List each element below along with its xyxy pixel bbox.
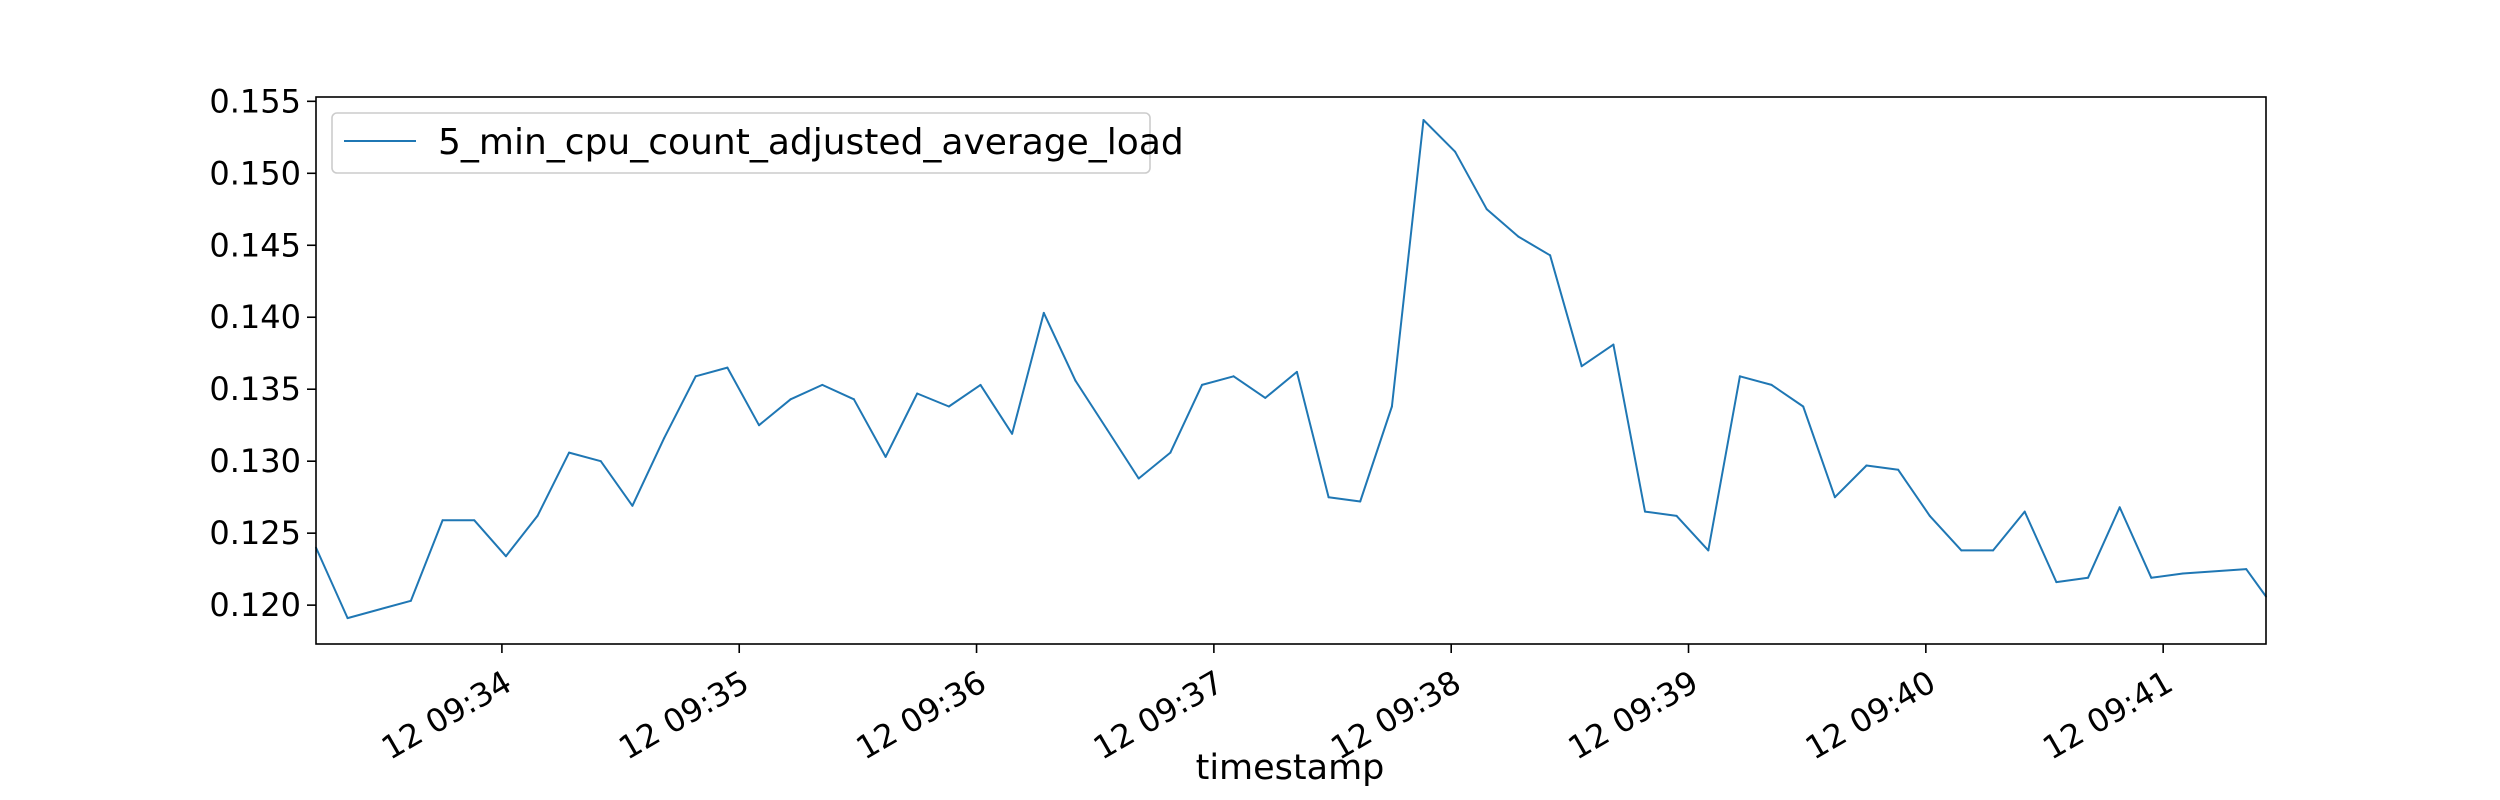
data-point (1612, 343, 1615, 346)
y-axis: 0.120 0.125 0.130 0.135 0.140 0.145 0.150 0.155 (209, 82, 316, 624)
data-point (1232, 375, 1235, 378)
data-point (1485, 208, 1488, 211)
y-tick-label: 0.145 (209, 226, 301, 264)
data-point (1359, 500, 1362, 503)
data-point (568, 451, 571, 454)
data-point (1960, 549, 1963, 552)
data-point (821, 383, 824, 386)
data-point (1517, 235, 1520, 238)
data-point (1580, 365, 1583, 368)
data-point (1928, 514, 1931, 517)
x-tick-label: 12 09:39 (1562, 663, 1705, 767)
legend-box (331, 112, 1151, 174)
x-tick-label: 12 09:36 (850, 663, 993, 767)
y-tick-label: 0.130 (209, 442, 301, 480)
data-point (884, 455, 887, 458)
data-point (2087, 576, 2089, 579)
data-point (473, 519, 476, 522)
data-point (536, 514, 539, 517)
data-point (2245, 568, 2248, 571)
data-point (1042, 311, 1045, 314)
data-point (1390, 405, 1393, 408)
data-point (1644, 510, 1646, 513)
y-tick-label: 0.150 (209, 154, 301, 192)
series-points (315, 119, 2267, 620)
y-tick-label: 0.140 (209, 298, 301, 336)
data-point (1295, 370, 1298, 373)
data-point (916, 392, 919, 395)
data-point (1675, 514, 1678, 517)
y-tick-label: 0.120 (209, 586, 301, 624)
data-point (2055, 581, 2058, 584)
x-tick-label: 12 09:40 (1799, 663, 1942, 767)
data-point (1897, 468, 1900, 471)
data-point (1169, 451, 1172, 454)
data-point (1865, 464, 1868, 467)
data-point (694, 375, 697, 378)
y-tick-label: 0.125 (209, 514, 301, 552)
data-point (979, 383, 982, 386)
legend-entry-label: 5_min_cpu_count_adjusted_average_load (438, 122, 1184, 163)
data-point (1802, 405, 1805, 408)
plot-area (316, 97, 2266, 644)
data-point (1738, 375, 1741, 378)
data-point (1707, 549, 1710, 552)
data-point (1327, 496, 1330, 499)
data-point (1264, 396, 1267, 399)
data-point (2118, 506, 2121, 509)
data-point (346, 617, 349, 620)
data-point (441, 519, 444, 522)
y-tick-label: 0.135 (209, 370, 301, 408)
data-point (1549, 254, 1552, 257)
data-point (1992, 549, 1995, 552)
data-point (663, 437, 666, 440)
data-point (409, 599, 412, 602)
data-point (1833, 496, 1836, 499)
legend: 5_min_cpu_count_adjusted_average_load (331, 112, 1184, 174)
data-point (504, 555, 507, 558)
data-point (1201, 383, 1203, 386)
data-point (1074, 379, 1077, 382)
data-point (1770, 383, 1773, 386)
data-point (2150, 576, 2153, 579)
data-point (789, 398, 792, 401)
y-tick-label: 0.155 (209, 82, 301, 120)
x-tick-label: 12 09:35 (612, 663, 755, 767)
data-point (1454, 150, 1457, 153)
data-point (1137, 477, 1140, 480)
plot-frame (315, 96, 2267, 645)
x-tick-label: 12 09:41 (2036, 663, 2179, 767)
data-point (2181, 572, 2184, 575)
data-point (947, 405, 950, 408)
data-point (726, 366, 729, 369)
data-point (852, 398, 855, 401)
x-tick-label: 12 09:34 (375, 663, 518, 767)
x-axis-label: timestamp (1196, 748, 1385, 788)
data-point (1011, 432, 1014, 435)
data-point (2023, 510, 2026, 513)
data-point (1422, 119, 1425, 121)
data-point (1106, 428, 1109, 431)
data-point (758, 424, 760, 427)
data-point (599, 460, 602, 463)
data-point (631, 504, 634, 507)
